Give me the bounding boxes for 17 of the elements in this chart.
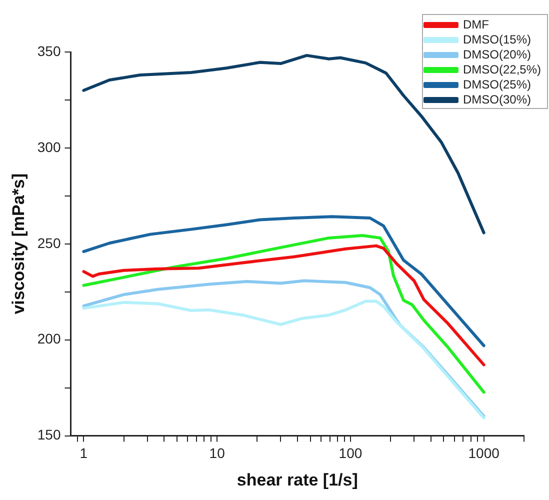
legend-label: DMF bbox=[462, 17, 489, 32]
y-tick-label: 200 bbox=[37, 330, 61, 347]
y-tick-label: 150 bbox=[37, 426, 61, 443]
legend-label: DMSO(20%) bbox=[462, 47, 531, 62]
x-tick-label: 100 bbox=[338, 445, 362, 462]
y-axis-title: viscosity [mPa*s] bbox=[8, 174, 28, 314]
legend-label: DMSO(25%) bbox=[462, 77, 531, 92]
legend-label: DMSO(22,5%) bbox=[462, 62, 542, 76]
x-tick-label: 1000 bbox=[468, 445, 500, 462]
y-tick-label: 300 bbox=[37, 138, 61, 155]
y-tick-label: 350 bbox=[37, 42, 61, 59]
legend-label: DMSO(15%) bbox=[462, 32, 531, 46]
x-tick-label: 10 bbox=[209, 445, 226, 462]
x-tick-label: 1 bbox=[80, 445, 88, 462]
y-tick-label: 250 bbox=[37, 234, 61, 251]
legend-label: DMSO(30%) bbox=[462, 92, 531, 106]
x-axis-title: shear rate [1/s] bbox=[236, 470, 358, 490]
